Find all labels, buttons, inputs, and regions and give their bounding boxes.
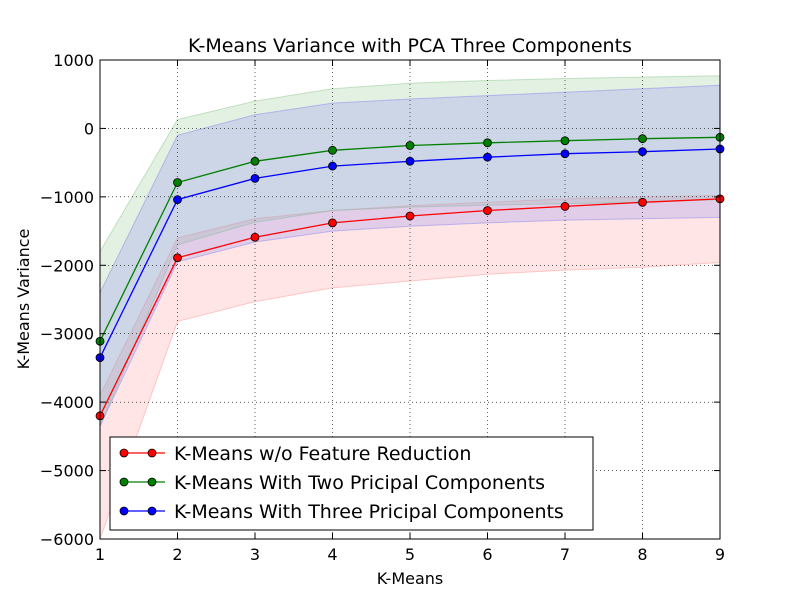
data-point [483, 138, 492, 148]
data-point [483, 206, 492, 215]
data-point [405, 141, 415, 150]
data-point [173, 178, 182, 187]
data-point [638, 134, 647, 144]
band-series-1 [100, 195, 720, 539]
y-tick-label: −3000 [40, 325, 94, 344]
y-axis-ticks: 1000 0 −1000 −2000 −3000 −4000 −5000 −6000 [40, 51, 720, 549]
y-tick-label: 1000 [53, 51, 94, 70]
data-point [328, 161, 337, 171]
x-axis-ticks: 1 2 3 4 5 6 7 8 9 [95, 60, 725, 564]
x-tick-label: 2 [172, 545, 182, 564]
y-tick-label: −1000 [40, 188, 94, 207]
x-tick-label: 1 [95, 545, 105, 564]
x-tick-label: 3 [250, 545, 260, 564]
y-tick-label: −4000 [40, 393, 94, 412]
legend-entry-label: K-Means With Three Pricipal Components [174, 501, 564, 523]
data-point [638, 147, 647, 157]
data-point [560, 149, 570, 159]
x-tick-label: 6 [482, 545, 492, 564]
data-point [173, 253, 182, 263]
data-point [250, 173, 260, 183]
data-point [328, 145, 337, 155]
y-tick-label: 0 [84, 119, 94, 138]
band-upper-edge-3 [99, 84, 721, 293]
x-tick-label: 7 [560, 545, 570, 564]
legend-entry-label: K-Means With Two Pricipal Components [174, 472, 545, 494]
data-point [560, 202, 570, 211]
y-axis-label: K-Means Variance [14, 229, 33, 370]
data-point [250, 156, 260, 166]
chart-title: K-Means Variance with PCA Three Componen… [188, 35, 632, 57]
data-point [405, 211, 415, 221]
y-tick-label: −6000 [40, 530, 94, 549]
data-point [250, 232, 260, 242]
band-upper-edge-1 [99, 195, 721, 396]
band-series-3 [100, 85, 720, 427]
legend-swatch-marker [147, 448, 157, 458]
band-lower-edge-2 [99, 199, 721, 427]
legend-swatch-marker [119, 506, 129, 516]
y-tick-label: −2000 [40, 256, 94, 275]
y-tick-label: −5000 [40, 462, 94, 481]
data-point [560, 136, 570, 146]
data-point [483, 152, 492, 162]
legend-swatch-marker [119, 448, 129, 458]
x-tick-label: 5 [405, 545, 415, 564]
legend-entry-label: K-Means w/o Feature Reduction [174, 443, 471, 465]
legend-swatch-marker [147, 477, 157, 487]
x-tick-label: 4 [327, 545, 337, 564]
legend-swatch-marker [147, 506, 157, 516]
x-tick-label: 9 [715, 545, 725, 564]
x-tick-label: 8 [637, 545, 647, 564]
data-point [173, 195, 182, 204]
legend-swatch-marker [119, 477, 129, 487]
data-point [328, 218, 337, 228]
legend: K-Means w/o Feature Reduction K-Means Wit… [109, 436, 594, 531]
band-upper-edge-2 [99, 75, 721, 252]
x-axis-label: K-Means [377, 569, 444, 588]
band-lower-edge-3 [99, 216, 721, 427]
legend-box [109, 436, 594, 531]
data-point [638, 197, 647, 207]
data-point [405, 156, 415, 166]
